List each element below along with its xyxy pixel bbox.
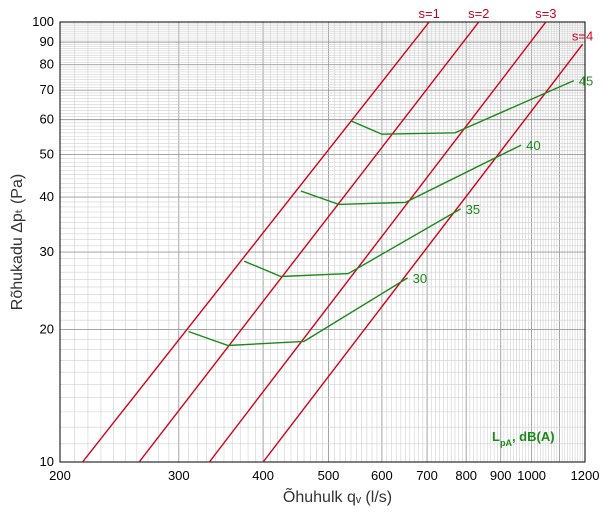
y-axis-title: Rõhukadu Δpₜ (Pa) [9,174,26,310]
system-line-label: s=1 [418,6,439,21]
system-line [82,22,430,462]
noise-curve-label: 40 [526,138,540,153]
y-tick-label: 60 [40,112,54,127]
grid [59,21,586,463]
x-tick-label: 900 [490,468,512,483]
noise-curve-label: 45 [579,74,593,89]
x-axis-title: Õhuhulk qᵥ (l/s) [283,486,392,506]
system-lines [82,22,584,462]
x-tick-label: 600 [371,468,393,483]
noise-curve [188,277,408,347]
system-line-label: s=2 [468,6,489,21]
x-tick-label: 800 [455,468,477,483]
system-line-label: s=4 [572,28,593,43]
noise-curve [350,79,575,135]
legend-label: LpA, dB(A) [492,429,555,448]
noise-curve [243,208,461,278]
system-line [208,22,547,462]
noise-curve-label: 35 [466,202,480,217]
system-line [138,22,480,462]
system-line-label: s=3 [535,6,556,21]
plot-frame [59,21,586,463]
noise-curve [300,144,522,206]
x-tick-label: 500 [318,468,340,483]
y-tick-label: 30 [40,244,54,259]
noise-curve-label: 30 [413,271,427,286]
y-tick-label: 20 [40,322,54,337]
y-tick-label: 10 [40,454,54,469]
x-tick-label: 1000 [517,468,546,483]
x-tick-label: 400 [252,468,274,483]
y-tick-label: 70 [40,82,54,97]
y-tick-label: 90 [40,34,54,49]
y-tick-label: 40 [40,189,54,204]
x-tick-label: 1200 [571,468,600,483]
x-tick-label: 200 [49,468,71,483]
x-tick-label: 700 [416,468,438,483]
y-tick-label: 50 [40,146,54,161]
y-tick-label: 80 [40,57,54,72]
system-line [262,43,584,462]
y-tick-label: 100 [32,14,54,29]
x-tick-label: 300 [168,468,190,483]
